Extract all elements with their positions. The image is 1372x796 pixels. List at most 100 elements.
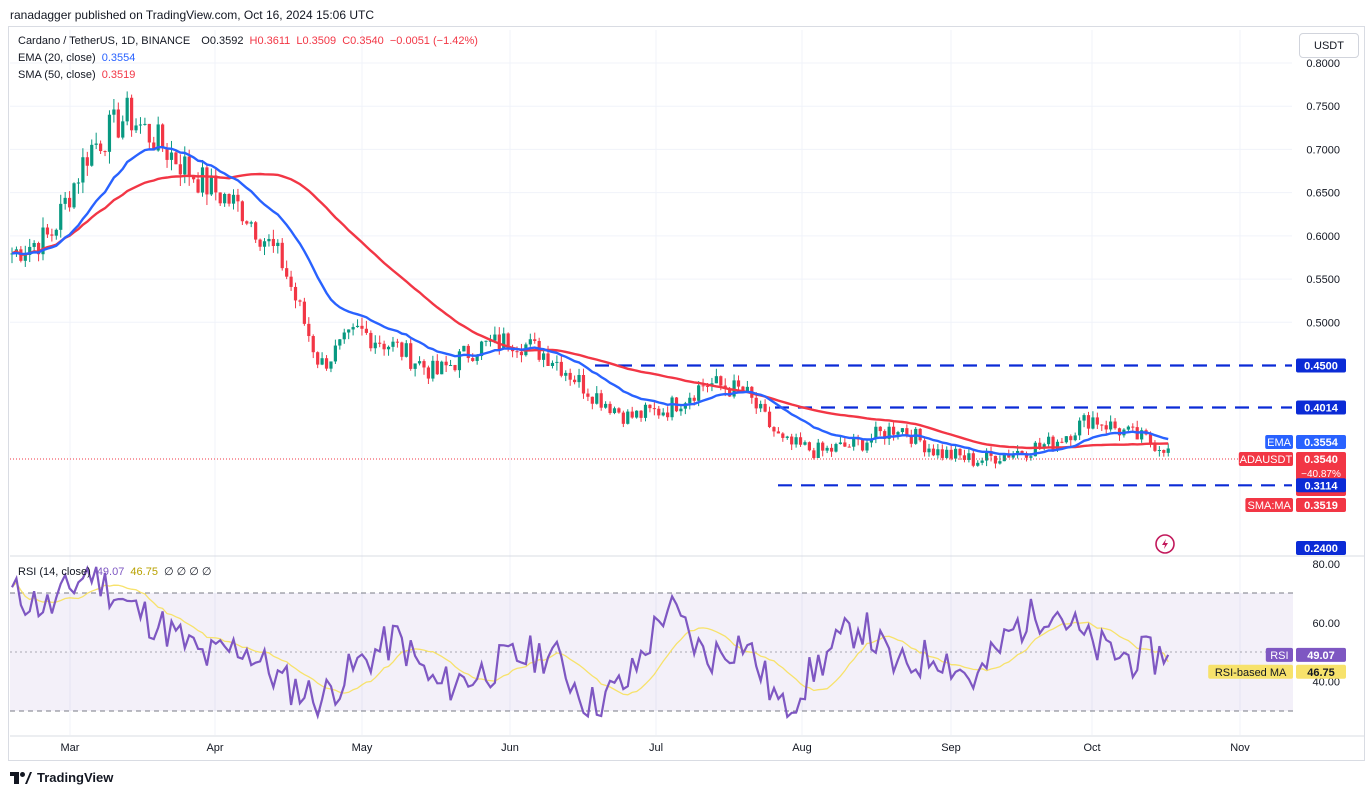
- rsi-tick-label: 40.00: [1312, 677, 1340, 689]
- candle-body: [550, 362, 555, 366]
- candle-body: [320, 358, 324, 365]
- candle-body: [462, 345, 466, 352]
- candle-body: [568, 372, 572, 380]
- candle-body: [767, 411, 772, 428]
- candle-body: [1157, 450, 1161, 452]
- candle-body: [719, 376, 723, 386]
- tradingview-footer[interactable]: TradingView: [10, 770, 113, 785]
- candle-body: [993, 455, 998, 464]
- candle-body: [1086, 415, 1091, 429]
- candle-body: [648, 404, 652, 409]
- candle-body: [116, 109, 120, 138]
- candle-body: [1113, 421, 1117, 429]
- candle-body: [81, 157, 85, 183]
- candle-body: [466, 345, 470, 359]
- candle-body: [302, 301, 306, 324]
- candle-body: [54, 229, 58, 236]
- candle-body: [643, 404, 648, 418]
- candle-body: [803, 442, 807, 445]
- candle-body: [985, 451, 989, 461]
- rsi-tag-name: RSI-based MA: [1215, 667, 1287, 679]
- candle-body: [519, 351, 524, 356]
- candle-body: [369, 332, 373, 349]
- candle-body: [949, 449, 953, 459]
- legend-rsi-ma-value: 46.75: [130, 566, 158, 578]
- candle-body: [28, 246, 32, 255]
- candle-body: [573, 379, 577, 383]
- chart-frame: [8, 26, 1365, 761]
- currency-button[interactable]: USDT: [1299, 33, 1359, 58]
- month-label: Aug: [792, 742, 812, 754]
- price-axis: 0.8000 0.7500 0.7000 0.6500 0.6000 0.5500 0.50…: [1306, 58, 1340, 329]
- candle-body: [440, 361, 444, 375]
- candle-body: [262, 241, 267, 247]
- candle-body: [980, 460, 984, 463]
- candle-body: [448, 365, 453, 367]
- candle-body: [692, 397, 696, 401]
- candle-body: [1038, 442, 1042, 447]
- price-tick-label: 0.5500: [1306, 274, 1340, 286]
- candle-body: [484, 340, 488, 342]
- candle-body: [444, 361, 448, 366]
- candle-body: [1020, 450, 1024, 454]
- tag-name: EMA: [1267, 437, 1292, 449]
- tag-name-box: [1245, 498, 1293, 512]
- rsi-tag-value-box: [1296, 647, 1346, 662]
- candle-body: [76, 182, 81, 184]
- legend-close: C0.3540: [342, 35, 384, 47]
- legend-ema-label: EMA (20, close): [18, 52, 96, 64]
- candle-body: [905, 428, 909, 436]
- candle-body: [338, 339, 342, 346]
- candle-body: [205, 167, 209, 195]
- candle-body: [360, 325, 364, 329]
- candle-body: [976, 462, 980, 466]
- legend-change: −0.0051 (−1.42%): [389, 35, 478, 47]
- tag-value: 0.3540: [1304, 454, 1338, 466]
- candle-body: [790, 436, 794, 445]
- legend-open: O0.3592: [201, 35, 244, 47]
- candle-body: [989, 451, 993, 456]
- price-tags: EMA0.3554ADAUSDT0.3540−40.87%08:53:47SMA…: [1238, 358, 1346, 555]
- candle-body: [59, 203, 63, 230]
- candle-body: [324, 358, 329, 369]
- candle-body: [192, 175, 196, 180]
- candle-body: [1051, 436, 1055, 451]
- candle-body: [666, 412, 670, 418]
- candle-body: [679, 408, 683, 412]
- candle-body: [245, 221, 249, 224]
- candle-body: [316, 352, 320, 365]
- candle-body: [741, 386, 745, 392]
- candle-body: [125, 97, 129, 122]
- candle-body: [187, 156, 191, 176]
- candle-body: [608, 403, 612, 414]
- candle-body: [927, 448, 931, 453]
- candle-body: [134, 125, 138, 131]
- candle-body: [639, 410, 643, 418]
- candle-body: [240, 201, 244, 222]
- rsi-tag-name: RSI: [1270, 650, 1288, 662]
- candle-body: [493, 334, 497, 341]
- candle-body: [422, 361, 426, 368]
- candle-body: [772, 427, 776, 432]
- candle-body: [506, 333, 510, 349]
- candle-body: [90, 144, 94, 166]
- candle-body: [732, 380, 736, 397]
- candle-body: [431, 360, 435, 379]
- candle-body: [386, 346, 391, 350]
- candle-body: [847, 446, 851, 448]
- candle-body: [1117, 428, 1122, 436]
- candle-body: [174, 152, 178, 165]
- legend-row-ema: EMA (20, close) 0.3554: [18, 52, 135, 64]
- legend-symbol: Cardano / TetherUS, 1D, BINANCE: [18, 35, 191, 47]
- legend-rsi-value: 49.07: [96, 566, 125, 578]
- level-tag-box: [1296, 478, 1346, 493]
- candles: [10, 91, 1170, 469]
- candle-body: [940, 449, 944, 458]
- candle-body: [271, 238, 275, 247]
- candle-body: [373, 342, 377, 349]
- rsi-tag-value: 46.75: [1307, 667, 1335, 679]
- candle-body: [209, 175, 213, 195]
- ema-line: [11, 145, 1169, 456]
- grid-lines: [10, 30, 1292, 735]
